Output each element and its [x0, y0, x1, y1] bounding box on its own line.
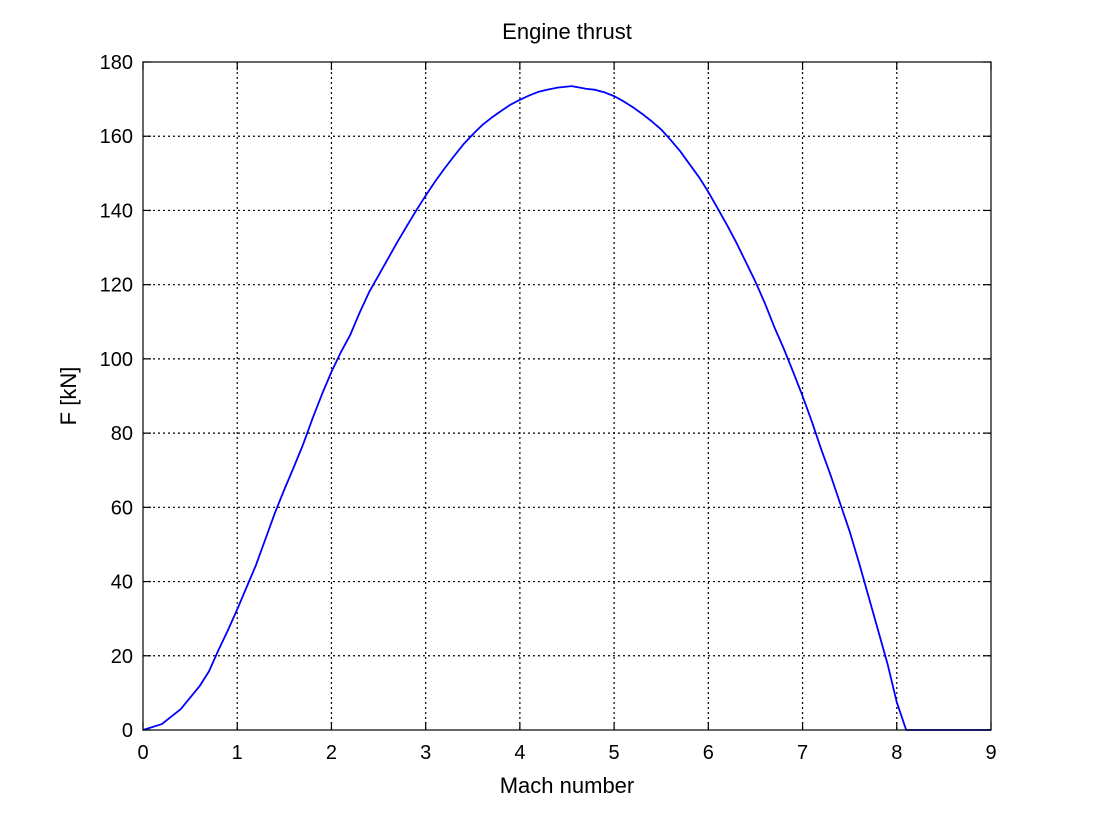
x-tick-label: 5: [609, 742, 620, 764]
y-tick-label: 180: [100, 52, 133, 74]
y-tick-label: 140: [100, 200, 133, 222]
x-axis-label: Mach number: [500, 773, 635, 798]
axis-ticks: 0 1 2 3 4 5 6 7 8 9 0 20 40 60 80 100 120 140 160 180: [100, 52, 997, 764]
x-tick-label: 0: [137, 742, 148, 764]
grid-lines: [143, 62, 991, 730]
x-tick-label: 1: [232, 742, 243, 764]
x-tick-label: 4: [514, 742, 525, 764]
y-axis-label: F [kN]: [56, 367, 81, 426]
x-tick-label: 9: [985, 742, 996, 764]
series-layer: [142, 85, 991, 731]
chart-title: Engine thrust: [502, 19, 632, 44]
x-tick-label: 6: [703, 742, 714, 764]
plot-frame: [142, 61, 992, 731]
y-tick-label: 20: [111, 646, 133, 668]
x-tick-label: 7: [797, 742, 808, 764]
x-tick-label: 3: [420, 742, 431, 764]
x-tick-label: 2: [326, 742, 337, 764]
y-tick-label: 40: [111, 572, 133, 594]
y-tick-label: 80: [111, 423, 133, 445]
series-line: [142, 85, 991, 731]
y-tick-label: 100: [100, 349, 133, 371]
y-tick-label: 60: [111, 497, 133, 519]
y-tick-label: 120: [100, 275, 133, 297]
y-tick-label: 0: [122, 720, 133, 742]
y-tick-label: 160: [100, 126, 133, 148]
x-tick-label: 8: [891, 742, 902, 764]
plot-area: [143, 62, 991, 730]
